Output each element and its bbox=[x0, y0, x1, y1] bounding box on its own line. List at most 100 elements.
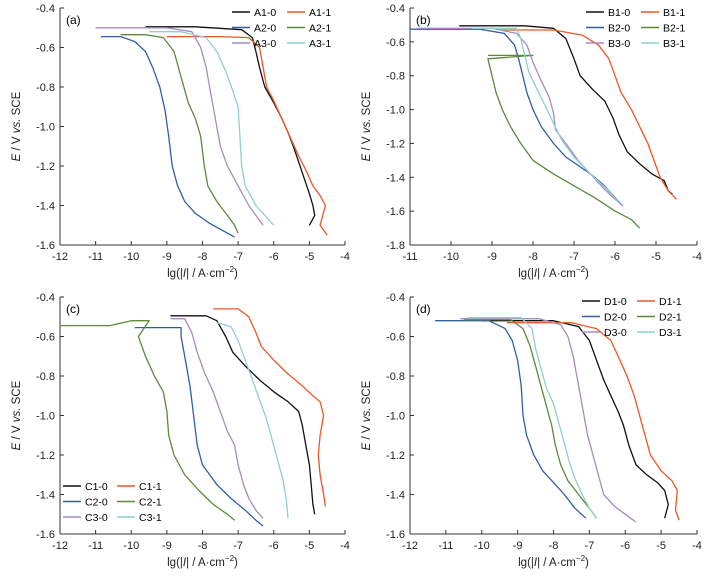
series-A1-0 bbox=[145, 26, 316, 226]
x-tick-label: -10 bbox=[123, 540, 139, 552]
series-B3-1 bbox=[471, 27, 620, 204]
x-tick-label: -6 bbox=[620, 540, 630, 552]
series-A3-0 bbox=[95, 27, 264, 226]
legend-label: B2-1 bbox=[663, 23, 685, 35]
series-A2-1 bbox=[120, 34, 239, 234]
y-tick-label: -0.6 bbox=[36, 332, 55, 344]
x-tick-label: -5 bbox=[656, 540, 666, 552]
y-tick-label: -1.6 bbox=[36, 529, 55, 541]
legend-label: A1-0 bbox=[254, 7, 276, 19]
y-axis-title: E / V vs. SCE bbox=[361, 380, 373, 450]
x-tick-label: -9 bbox=[162, 251, 172, 263]
panel-b: -11 -10 -9 -8 -7 -6 -5 -4 -0.4 -0.6 -0.8 -1.0 -1.2 -1… bbox=[361, 3, 702, 280]
legend: A1-0 A1-1 A2-0 A2-1 A3-0 A3-1 bbox=[232, 7, 331, 50]
legend-label: C3-1 bbox=[139, 512, 162, 524]
legend-label: D1-1 bbox=[659, 296, 682, 308]
series-D1-1 bbox=[506, 322, 680, 521]
x-tick-label: -4 bbox=[692, 540, 702, 552]
panel-d: -12 -11 -10 -9 -8 -7 -6 -5 -4 -0.4 -0.6 -0.8 -1.0 -1.… bbox=[361, 292, 702, 569]
x-tick-label: -6 bbox=[269, 540, 279, 552]
x-tick-label: -11 bbox=[438, 540, 453, 552]
series-D2-1 bbox=[463, 319, 598, 519]
x-tick-label: -10 bbox=[123, 251, 139, 263]
legend-label: C3-0 bbox=[85, 512, 108, 524]
y-tick-label: -1.6 bbox=[386, 529, 405, 541]
x-tick-label: -5 bbox=[304, 251, 314, 263]
series-C2-0 bbox=[134, 326, 264, 527]
series-D2-0 bbox=[435, 320, 587, 519]
y-tick-label: -0.4 bbox=[36, 3, 55, 15]
y-tick-label: -1.2 bbox=[386, 450, 405, 462]
y-axis-title: E / V vs. SCE bbox=[11, 380, 23, 450]
series-C2-1 bbox=[60, 320, 236, 521]
series-D1-0 bbox=[481, 320, 669, 519]
series-C3-0 bbox=[170, 318, 264, 519]
x-tick-label: -4 bbox=[692, 251, 702, 263]
x-tick-label: -12 bbox=[52, 540, 68, 552]
x-tick-label: -8 bbox=[549, 540, 559, 552]
legend-label: D1-0 bbox=[604, 296, 627, 308]
x-axis-title: lg(|I| / A·cm−2) bbox=[518, 554, 589, 569]
x-tick-label: -9 bbox=[487, 251, 497, 263]
y-tick-label: -0.6 bbox=[386, 37, 405, 49]
legend-label: B3-1 bbox=[663, 38, 685, 50]
x-tick-label: -7 bbox=[569, 251, 579, 263]
y-tick-label: -1.6 bbox=[36, 240, 55, 252]
series-B2-1 bbox=[487, 54, 641, 229]
legend-label: B2-0 bbox=[608, 23, 630, 35]
legend-label: D3-1 bbox=[659, 327, 682, 339]
y-tick-label: -0.8 bbox=[386, 71, 405, 83]
y-tick-label: -1.0 bbox=[36, 411, 55, 423]
y-tick-label: -1.0 bbox=[386, 411, 405, 423]
x-tick-label: -7 bbox=[233, 540, 243, 552]
legend-label: A1-1 bbox=[309, 7, 331, 19]
legend-label: A3-1 bbox=[309, 38, 331, 50]
y-tick-label: -1.6 bbox=[386, 206, 405, 218]
legend-label: B1-0 bbox=[608, 7, 630, 19]
panel-label: (c) bbox=[66, 302, 80, 316]
y-axis-title: E / V vs. SCE bbox=[361, 91, 373, 161]
panel-label: (b) bbox=[416, 13, 431, 27]
panel-label: (d) bbox=[416, 302, 431, 316]
x-tick-label: -8 bbox=[198, 251, 208, 263]
y-tick-label: -0.8 bbox=[36, 82, 55, 94]
x-tick-label: -9 bbox=[513, 540, 523, 552]
series-D3-1 bbox=[467, 317, 598, 519]
series-A3-1 bbox=[149, 31, 275, 226]
y-tick-label: -0.8 bbox=[36, 371, 55, 383]
legend-label: B1-1 bbox=[663, 7, 685, 19]
x-tick-label: -6 bbox=[610, 251, 620, 263]
x-tick-label: -5 bbox=[651, 251, 661, 263]
y-tick-label: -1.0 bbox=[386, 105, 405, 117]
x-tick-label: -6 bbox=[269, 251, 279, 263]
panel-a: -12 -11 -10 -9 -8 -7 -6 -5 -4 -0.4 -0.6 -0.8 -1.0 -1.… bbox=[11, 3, 350, 280]
y-tick-label: -1.4 bbox=[386, 490, 405, 502]
x-axis-title: lg(|I| / A·cm−2) bbox=[167, 265, 238, 280]
legend-label: A2-0 bbox=[254, 23, 276, 35]
series-A2-0 bbox=[101, 35, 235, 238]
x-axis-title: lg(|I| / A·cm−2) bbox=[518, 265, 589, 280]
legend-label: D2-1 bbox=[659, 312, 682, 324]
x-tick-label: -5 bbox=[304, 540, 314, 552]
y-tick-label: -0.6 bbox=[386, 332, 405, 344]
series-A1-1 bbox=[166, 35, 328, 236]
legend: B1-0 B1-1 B2-0 B2-1 B3-0 B3-1 bbox=[586, 7, 685, 50]
y-tick-label: -0.6 bbox=[36, 43, 55, 55]
x-tick-label: -4 bbox=[340, 251, 350, 263]
legend-label: B3-0 bbox=[608, 38, 630, 50]
y-tick-label: -1.8 bbox=[386, 240, 405, 252]
legend-label: C2-1 bbox=[139, 497, 162, 509]
y-tick-label: -1.2 bbox=[386, 138, 405, 150]
series-C1-0 bbox=[170, 315, 316, 515]
legend-label: D3-0 bbox=[604, 327, 627, 339]
y-tick-label: -0.8 bbox=[386, 371, 405, 383]
y-tick-label: -1.4 bbox=[386, 172, 405, 184]
y-tick-label: -1.4 bbox=[36, 490, 55, 502]
x-tick-label: -12 bbox=[52, 251, 68, 263]
legend-label: C2-0 bbox=[85, 497, 108, 509]
panel-label: (a) bbox=[66, 13, 81, 27]
y-tick-label: -1.2 bbox=[36, 450, 55, 462]
legend-label: C1-0 bbox=[85, 481, 108, 493]
legend-label: D2-0 bbox=[604, 312, 627, 324]
